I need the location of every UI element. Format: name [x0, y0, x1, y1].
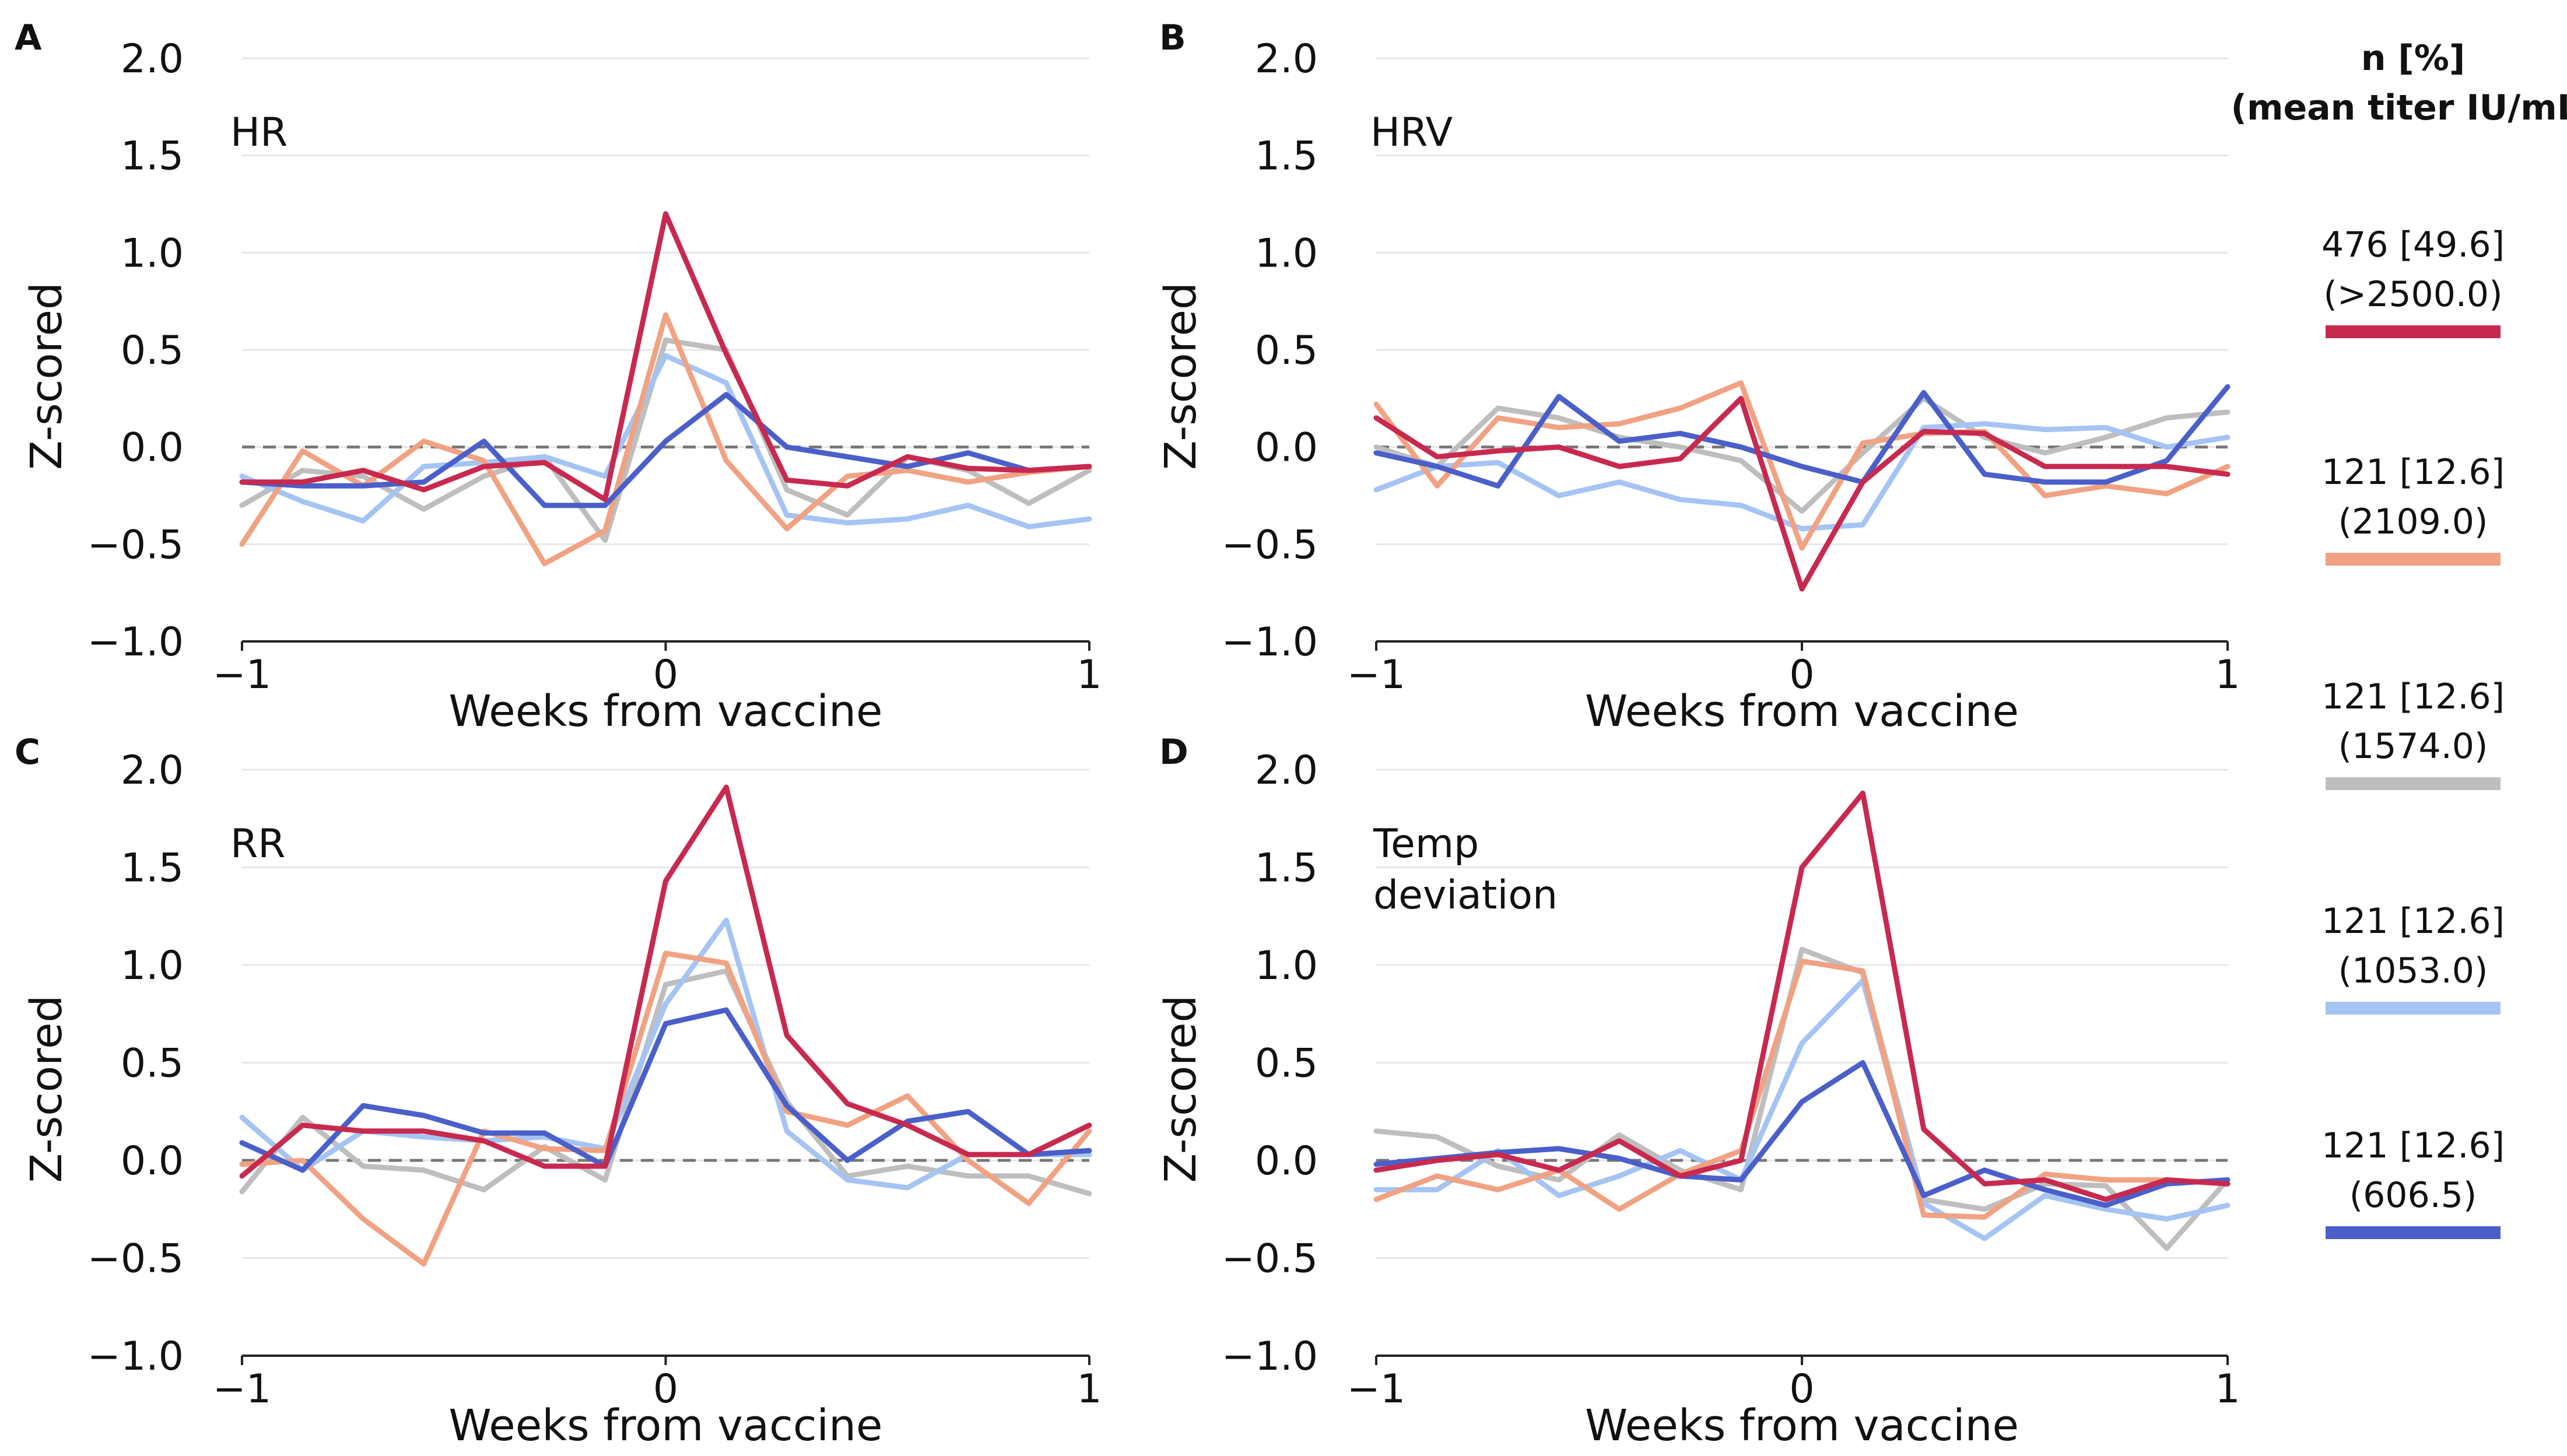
series-line-25000	[239, 784, 1092, 1179]
y-tick-label: 1.5	[121, 845, 184, 892]
x-tick-label: 1	[2215, 1366, 2240, 1412]
legend-titer: (1053.0)	[2338, 950, 2488, 991]
panels: A 2.0 1.5 1.0 0.5 0.0 −0.5 −1.0 −1 0 1 Weeks from v…	[15, 17, 2240, 1451]
legend-titer: (1574.0)	[2338, 726, 2488, 767]
legend-count: 476 [49.6]	[2321, 224, 2505, 265]
series-line-21090	[1373, 380, 2231, 551]
series-line-6065	[239, 392, 1092, 508]
legend-swatch	[2326, 1002, 2501, 1015]
legend-titer: (606.5)	[2349, 1175, 2477, 1216]
chart-panel-b: B 2.0 1.5 1.0 0.5 0.0 −0.5 −1.0 −1 0 1 Weeks from v…	[1156, 17, 2240, 736]
legend-count: 121 [12.6]	[2321, 452, 2505, 493]
legend-heading: n [%]	[2361, 38, 2466, 79]
series-line-21090	[239, 312, 1092, 567]
y-tick-label: 1.0	[1255, 230, 1318, 276]
x-tick-label: −1	[213, 652, 271, 698]
chart-panel-c: C 2.0 1.5 1.0 0.5 0.0 −0.5 −1.0 −1 0 1 Weeks from v…	[15, 732, 1102, 1451]
y-tick-label: 1.5	[1255, 134, 1318, 180]
y-tick-label: 2.0	[1255, 748, 1318, 794]
x-tick-label: 0	[1789, 1366, 1814, 1412]
y-tick-label: 1.5	[1255, 845, 1318, 892]
y-tick-label: 0.0	[1255, 425, 1318, 471]
panel-letter: C	[15, 732, 40, 773]
legend-swatch	[2326, 325, 2501, 338]
panel-letter: D	[1159, 732, 1188, 773]
y-axis-label: Z-scored	[22, 995, 72, 1183]
y-tick-label: 0.0	[121, 425, 184, 471]
legend-count: 121 [12.6]	[2321, 1125, 2505, 1166]
x-tick-label: −1	[213, 1366, 271, 1412]
y-tick-label: 0.0	[1255, 1138, 1318, 1184]
x-tick-label: 0	[653, 652, 678, 698]
panel-title: HR	[230, 110, 287, 156]
y-tick-label: 2.0	[1255, 36, 1318, 82]
y-tick-label: 1.0	[121, 943, 184, 989]
y-tick-label: 1.0	[1255, 943, 1318, 989]
series-line-25000	[1373, 790, 2231, 1202]
x-axis-label: Weeks from vaccine	[448, 1401, 882, 1451]
x-axis-label: Weeks from vaccine	[1585, 686, 2019, 736]
y-tick-label: 0.5	[1255, 328, 1318, 374]
legend-swatch	[2326, 1226, 2501, 1239]
legend-swatch	[2326, 777, 2501, 790]
y-axis-label: Z-scored	[1156, 282, 1206, 470]
legend-count: 121 [12.6]	[2321, 901, 2505, 942]
y-tick-label: 1.0	[121, 230, 184, 276]
series-line-25000	[1373, 395, 2231, 592]
panel-title: HRV	[1370, 110, 1453, 156]
series-line-6065	[1373, 1060, 2231, 1208]
panel-letter: B	[1159, 17, 1186, 58]
legend-heading-sub: (mean titer IU/mL)	[2231, 87, 2567, 128]
x-tick-label: −1	[1347, 652, 1405, 698]
y-tick-label: 0.0	[121, 1138, 184, 1184]
series-line-15740	[1373, 946, 2231, 1251]
y-axis-label: Z-scored	[22, 282, 72, 470]
series-line-6065	[239, 1007, 1092, 1173]
y-tick-label: 0.5	[121, 328, 184, 374]
series-line-10530	[239, 353, 1092, 529]
x-axis-label: Weeks from vaccine	[1585, 1401, 2019, 1451]
y-tick-label: 0.5	[121, 1041, 184, 1087]
y-tick-label: 0.5	[1255, 1041, 1318, 1087]
y-tick-label: −0.5	[87, 522, 184, 568]
chart-panel-d: D 2.0 1.5 1.0 0.5 0.0 −0.5 −1.0 −1 0 1 Weeks from v…	[1156, 732, 2240, 1451]
panel-title-line: Temp	[1373, 821, 1479, 867]
panel-title-line: deviation	[1373, 872, 1558, 918]
y-tick-label: −1.0	[87, 1334, 184, 1380]
series-line-10530	[1373, 978, 2231, 1241]
y-tick-label: −0.5	[1222, 1236, 1318, 1282]
series-line-10530	[1373, 421, 2231, 532]
legend-swatch	[2326, 553, 2501, 566]
series-line-25000	[239, 211, 1092, 503]
x-tick-label: 1	[1076, 1366, 1102, 1412]
y-tick-label: −0.5	[87, 1236, 184, 1282]
legend-titer: (2109.0)	[2338, 501, 2488, 542]
x-axis-label: Weeks from vaccine	[448, 686, 882, 736]
x-tick-label: 1	[1076, 652, 1102, 698]
y-tick-label: 2.0	[121, 748, 184, 794]
y-tick-label: −0.5	[1222, 522, 1318, 568]
y-tick-label: −1.0	[1222, 1334, 1318, 1380]
series-line-15740	[1373, 395, 2231, 514]
series-line-6065	[1373, 384, 2231, 489]
series-line-21090	[239, 950, 1092, 1267]
y-axis-label: Z-scored	[1156, 995, 1206, 1183]
panel-letter: A	[15, 17, 42, 58]
panel-title: RR	[230, 821, 286, 867]
chart-panel-a: A 2.0 1.5 1.0 0.5 0.0 −0.5 −1.0 −1 0 1 Weeks from v…	[15, 17, 1102, 736]
legend: n [%] (mean titer IU/mL) 476 [49.6] (>2500.…	[2231, 38, 2567, 1239]
y-tick-label: −1.0	[87, 619, 184, 665]
x-tick-label: 0	[653, 1366, 678, 1412]
y-tick-label: 1.5	[121, 134, 184, 180]
y-tick-label: 2.0	[121, 36, 184, 82]
x-tick-label: −1	[1347, 1366, 1405, 1412]
legend-count: 121 [12.6]	[2321, 676, 2505, 717]
series-line-15740	[239, 968, 1092, 1197]
series-line-21090	[1373, 958, 2231, 1220]
x-tick-label: 0	[1789, 652, 1814, 698]
y-tick-label: −1.0	[1222, 619, 1318, 665]
x-tick-label: 1	[2215, 652, 2240, 698]
legend-titer: (>2500.0)	[2323, 274, 2502, 315]
